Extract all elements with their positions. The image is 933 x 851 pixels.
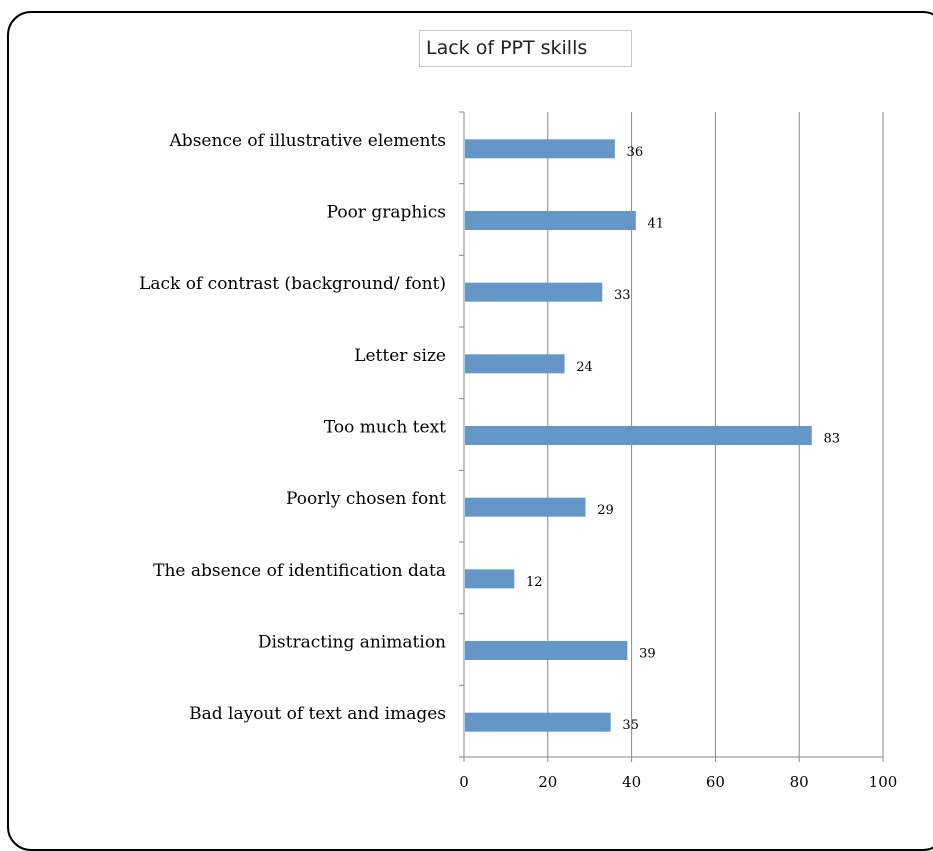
bar-6 xyxy=(465,569,515,589)
value-label-7: 39 xyxy=(639,647,656,662)
x-tick-labels: 0 20 40 60 80 100 xyxy=(459,773,897,791)
bar-1 xyxy=(465,211,636,230)
x-tick-label-60: 60 xyxy=(706,773,725,791)
x-tick-label-40: 40 xyxy=(622,773,641,791)
value-label-5: 29 xyxy=(597,503,614,518)
bar-7 xyxy=(465,641,628,660)
value-label-6: 12 xyxy=(526,575,543,590)
bar-2 xyxy=(465,282,603,302)
category-label-0: Absence of illustrative elements xyxy=(169,131,446,151)
value-labels: 36 41 33 24 83 29 12 39 35 xyxy=(526,145,840,733)
category-label-7: Distracting animation xyxy=(258,633,446,653)
category-label-2: Lack of contrast (background/ font) xyxy=(139,274,446,294)
value-label-8: 35 xyxy=(622,718,639,733)
x-tick-label-20: 20 xyxy=(538,773,557,791)
bar-4 xyxy=(465,426,812,445)
value-label-1: 41 xyxy=(648,217,665,232)
category-label-5: Poorly chosen font xyxy=(286,489,446,509)
axes xyxy=(459,111,884,762)
value-label-0: 36 xyxy=(627,145,644,160)
category-label-4: Too much text xyxy=(324,418,446,438)
chart-title: Lack of PPT skills xyxy=(419,30,632,67)
bar-3 xyxy=(465,354,565,374)
category-label-8: Bad layout of text and images xyxy=(189,704,446,724)
category-label-6: The absence of identification data xyxy=(153,561,446,581)
bars xyxy=(465,139,812,732)
bar-chart: Absence of illustrative elements Poor gra… xyxy=(139,111,897,791)
bar-0 xyxy=(465,139,615,159)
category-labels: Absence of illustrative elements Poor gra… xyxy=(139,131,446,724)
x-tick-label-80: 80 xyxy=(790,773,809,791)
category-label-1: Poor graphics xyxy=(327,203,446,223)
category-label-3: Letter size xyxy=(354,346,446,366)
bar-5 xyxy=(465,497,586,517)
x-tick-label-100: 100 xyxy=(869,773,898,791)
value-label-3: 24 xyxy=(576,360,593,375)
x-tick-label-0: 0 xyxy=(459,773,469,791)
bar-8 xyxy=(465,712,611,732)
value-label-2: 33 xyxy=(614,288,631,303)
value-label-4: 83 xyxy=(823,432,840,447)
